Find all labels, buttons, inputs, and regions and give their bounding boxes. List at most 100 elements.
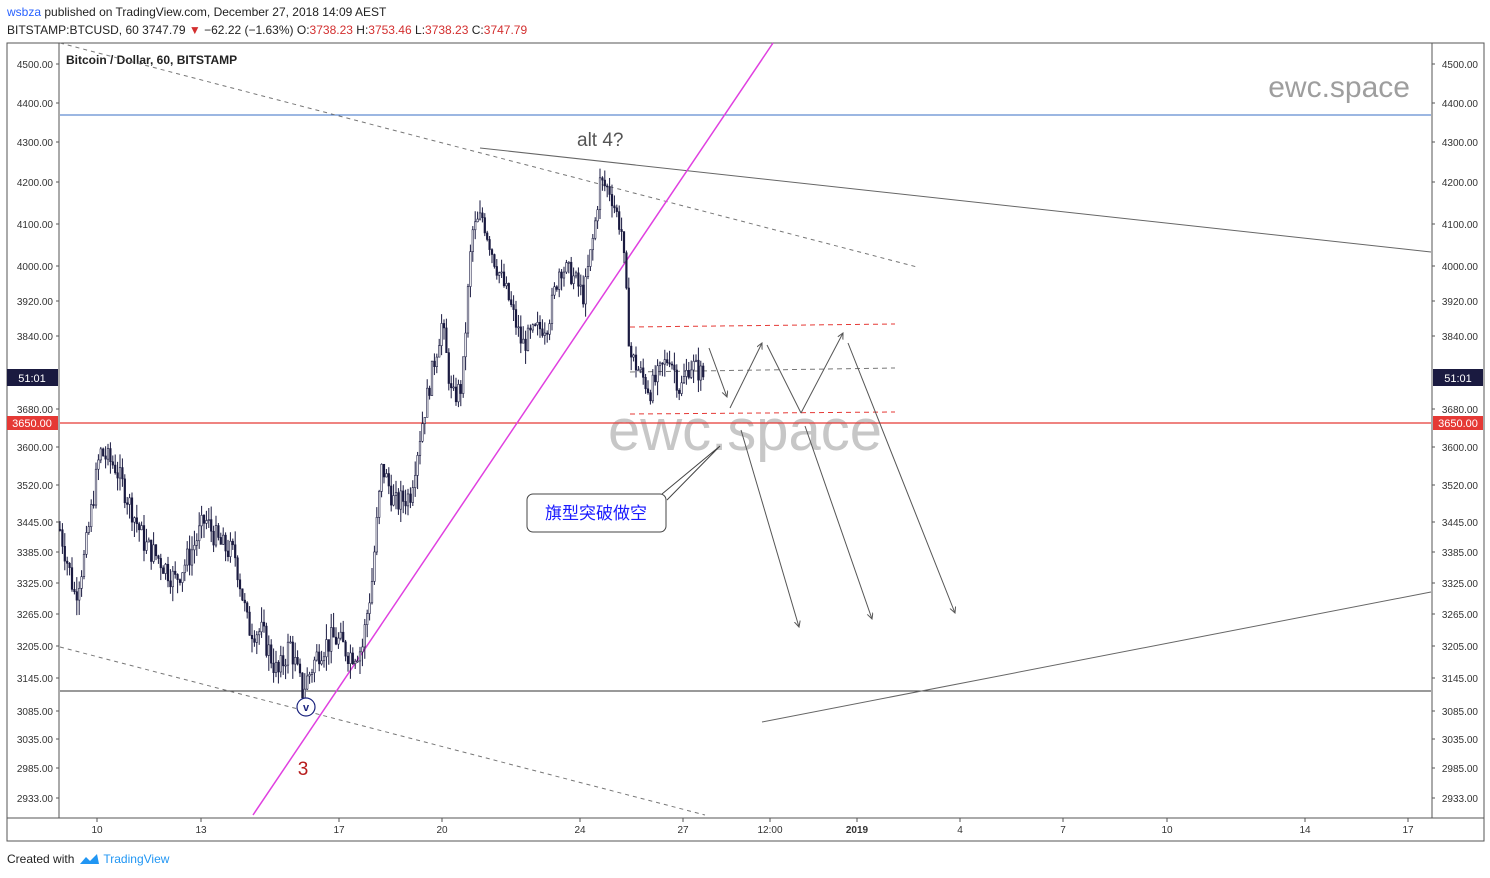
candle-body — [128, 497, 131, 505]
candle-body — [265, 625, 268, 656]
candle-body — [104, 455, 107, 460]
candle-body — [483, 217, 486, 234]
flag-upper-red[interactable] — [629, 323, 896, 328]
y-tick-label-left: 4200.00 — [17, 178, 54, 189]
y-tick-label-left: 3445.00 — [17, 518, 54, 529]
candle-body — [380, 463, 383, 492]
candle-body — [145, 541, 148, 551]
candle-body — [166, 563, 170, 582]
callout[interactable]: 旗型突破做空 — [526, 445, 721, 533]
candle-body — [255, 634, 258, 643]
candle-body — [162, 567, 165, 574]
candle-body — [200, 514, 203, 527]
candlestick-series — [58, 168, 705, 712]
candle-body — [291, 641, 294, 665]
projection-arrow-5[interactable] — [847, 342, 955, 613]
candle-body — [217, 525, 220, 538]
y-tick-label-left: 3600.00 — [17, 443, 54, 454]
candle-body — [90, 504, 93, 528]
projection-arrow-6[interactable] — [740, 429, 799, 627]
y-tick-label-right: 3520.00 — [1442, 481, 1479, 492]
candle-body — [274, 661, 278, 673]
candle-body — [61, 529, 64, 547]
change-arrow: ▼ — [188, 23, 201, 37]
projection-arrow-1[interactable] — [708, 347, 727, 397]
candle-body — [126, 502, 129, 505]
candle-body — [466, 286, 470, 334]
projection-arrow-4[interactable] — [800, 333, 843, 414]
candle-body — [670, 363, 674, 366]
candle-body — [116, 472, 119, 479]
triangle-upper-line[interactable] — [479, 147, 1432, 253]
candle-body — [382, 463, 386, 478]
candle-body — [526, 327, 530, 351]
x-tick-label: 27 — [677, 825, 689, 836]
tradingview-logo[interactable]: TradingView — [78, 852, 169, 866]
magenta-trendline[interactable] — [252, 42, 774, 816]
projection-arrow-2[interactable] — [729, 343, 762, 409]
y-tick-label-right: 3840.00 — [1442, 332, 1479, 343]
candle-body — [82, 553, 86, 577]
candle-body — [406, 493, 410, 507]
candle-body — [582, 284, 585, 305]
candle-body — [337, 637, 340, 645]
lower-channel-dashed[interactable] — [59, 646, 706, 816]
candle-body — [613, 205, 616, 209]
projection-arrow-3[interactable] — [766, 344, 802, 414]
candle-body — [634, 354, 638, 371]
candle-body — [214, 525, 218, 546]
candle-body — [212, 530, 215, 546]
candle-body — [442, 323, 446, 329]
candle-body — [106, 448, 110, 460]
candle-body — [598, 177, 602, 211]
candle-body — [565, 262, 568, 273]
candle-body — [452, 386, 455, 389]
x-tick-label: 10 — [1161, 825, 1173, 836]
author-link[interactable]: wsbza — [7, 5, 42, 19]
candle-body — [73, 589, 76, 592]
candle-body — [502, 271, 506, 287]
y-tick-label-right: 3325.00 — [1442, 579, 1479, 590]
candle-body — [457, 384, 460, 403]
candle-body — [553, 286, 556, 296]
candle-body — [608, 186, 611, 195]
candle-body — [488, 239, 491, 250]
candle-body — [534, 324, 537, 326]
flag-mid-gray[interactable] — [629, 367, 896, 373]
candle-body — [558, 271, 561, 290]
ohlc-bar: BITSTAMP:BTCUSD, 60 3747.79 ▼ −62.22 (−1… — [7, 23, 527, 37]
candle-body — [181, 572, 184, 583]
y-axis-left: 4500.00 4400.00 4300.00 4200.00 4100.00 4000.… — [17, 60, 59, 805]
y-tick-label-right: 2933.00 — [1442, 794, 1479, 805]
candle-body — [682, 376, 686, 384]
triangle-lower-line[interactable] — [761, 591, 1432, 723]
candle-body — [318, 651, 321, 665]
candle-body — [195, 540, 198, 546]
flag-lower-red[interactable] — [629, 411, 896, 415]
y-tick-label-right: 3265.00 — [1442, 610, 1479, 621]
candle-body — [421, 423, 424, 442]
candle-body — [279, 655, 282, 673]
x-tick-label: 17 — [1402, 825, 1414, 836]
wave-3-label: 3 — [298, 759, 309, 780]
candle-body — [68, 562, 71, 568]
candle-body — [176, 574, 179, 580]
candle-body — [171, 570, 174, 588]
x-tick-label: 17 — [333, 825, 345, 836]
candle-body — [478, 212, 482, 220]
projection-arrow-7[interactable] — [804, 425, 872, 619]
candle-body — [70, 567, 74, 590]
candle-body — [493, 254, 496, 267]
candle-body — [370, 581, 374, 604]
x-tick-label: 4 — [957, 825, 963, 836]
candle-body — [538, 322, 542, 330]
candle-body — [414, 475, 417, 489]
candle-body — [562, 271, 566, 279]
candle-body — [579, 284, 582, 287]
candle-body — [680, 382, 683, 394]
x-tick-label: 10 — [91, 825, 103, 836]
upper-channel-dashed[interactable] — [59, 42, 918, 268]
candle-body — [668, 362, 671, 365]
candle-body — [471, 229, 474, 252]
